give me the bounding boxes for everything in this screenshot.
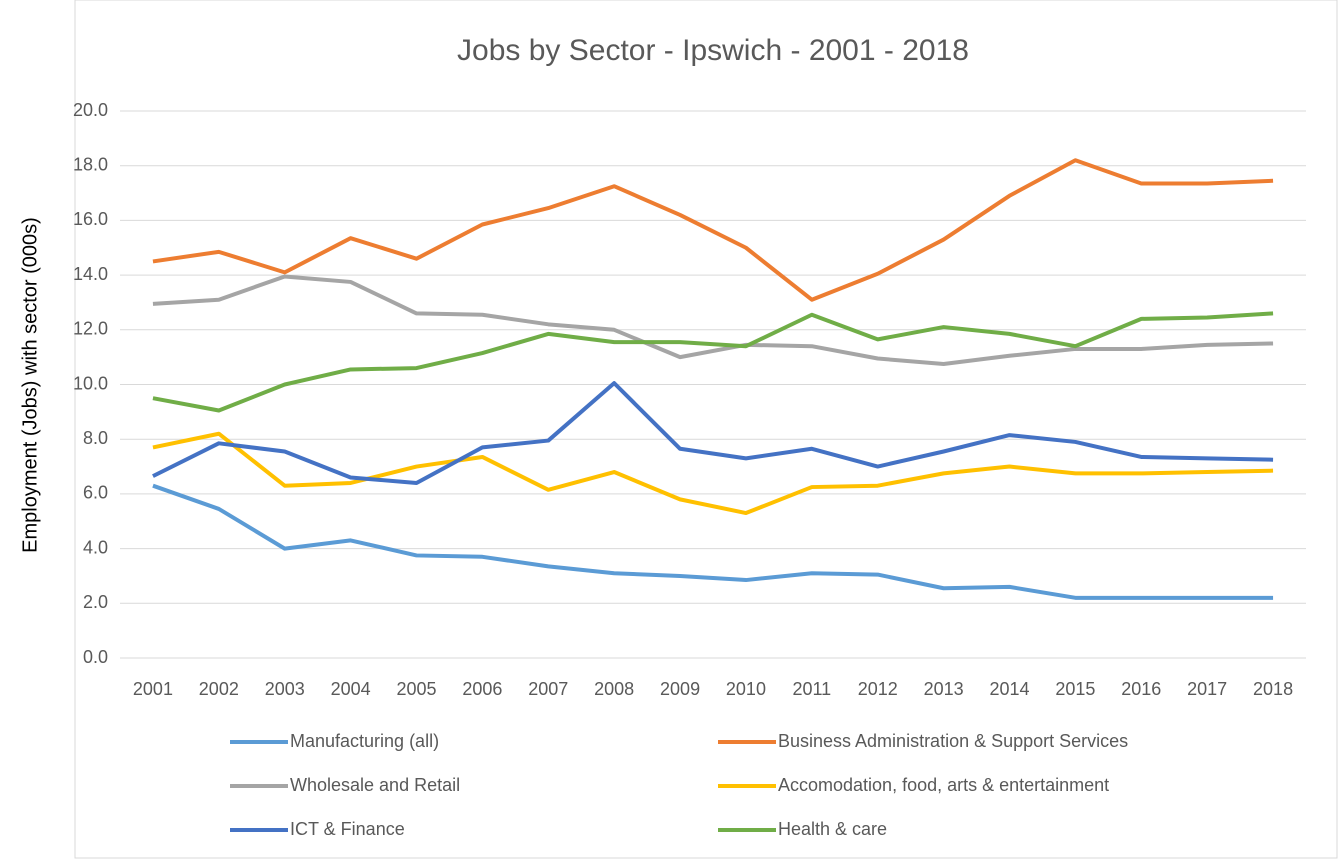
x-tick-label: 2008 — [594, 679, 634, 699]
series-line — [152, 483, 1274, 600]
legend-label: Business Administration & Support Servic… — [778, 731, 1128, 751]
chart-frame — [74, 0, 1338, 859]
series-line — [152, 274, 1274, 366]
y-tick-label: 12.0 — [73, 319, 108, 339]
legend-label: Accomodation, food, arts & entertainment — [778, 775, 1109, 795]
y-tick-label: 4.0 — [83, 537, 108, 557]
x-tick-label: 2002 — [199, 679, 239, 699]
x-tick-label: 2015 — [1055, 679, 1095, 699]
y-tick-label: 18.0 — [73, 154, 108, 174]
x-tick-label: 2018 — [1253, 679, 1293, 699]
x-tick-label: 2014 — [989, 679, 1029, 699]
series-line — [152, 311, 1274, 413]
y-tick-label: 16.0 — [73, 209, 108, 229]
x-tick-label: 2003 — [265, 679, 305, 699]
x-tick-label: 2013 — [924, 679, 964, 699]
y-tick-label: 14.0 — [73, 264, 108, 284]
series-line — [152, 431, 1274, 516]
x-tick-label: 2017 — [1187, 679, 1227, 699]
series-line — [152, 381, 1274, 485]
y-tick-label: 20.0 — [73, 100, 108, 120]
y-axis-label: Employment (Jobs) with sector (000s) — [19, 217, 41, 553]
y-tick-label: 6.0 — [83, 483, 108, 503]
x-tick-label: 2010 — [726, 679, 766, 699]
x-tick-label: 2004 — [331, 679, 371, 699]
x-tick-label: 2009 — [660, 679, 700, 699]
y-tick-label: 2.0 — [83, 592, 108, 612]
x-tick-label: 2005 — [396, 679, 436, 699]
x-tick-label: 2016 — [1121, 679, 1161, 699]
x-tick-label: 2006 — [462, 679, 502, 699]
y-tick-label: 0.0 — [83, 647, 108, 667]
x-tick-label: 2011 — [792, 679, 831, 699]
y-tick-label: 10.0 — [73, 373, 108, 393]
chart-title: Jobs by Sector - Ipswich - 2001 - 2018 — [457, 34, 969, 67]
x-tick-label: 2012 — [858, 679, 898, 699]
legend-label: Manufacturing (all) — [290, 731, 439, 751]
x-tick-label: 2007 — [528, 679, 568, 699]
legend-label: Health & care — [778, 819, 887, 839]
legend-label: Wholesale and Retail — [290, 775, 460, 795]
legend-label: ICT & Finance — [290, 819, 405, 839]
x-tick-label: 2001 — [133, 679, 173, 699]
series-line — [152, 158, 1274, 302]
y-tick-label: 8.0 — [83, 428, 108, 448]
